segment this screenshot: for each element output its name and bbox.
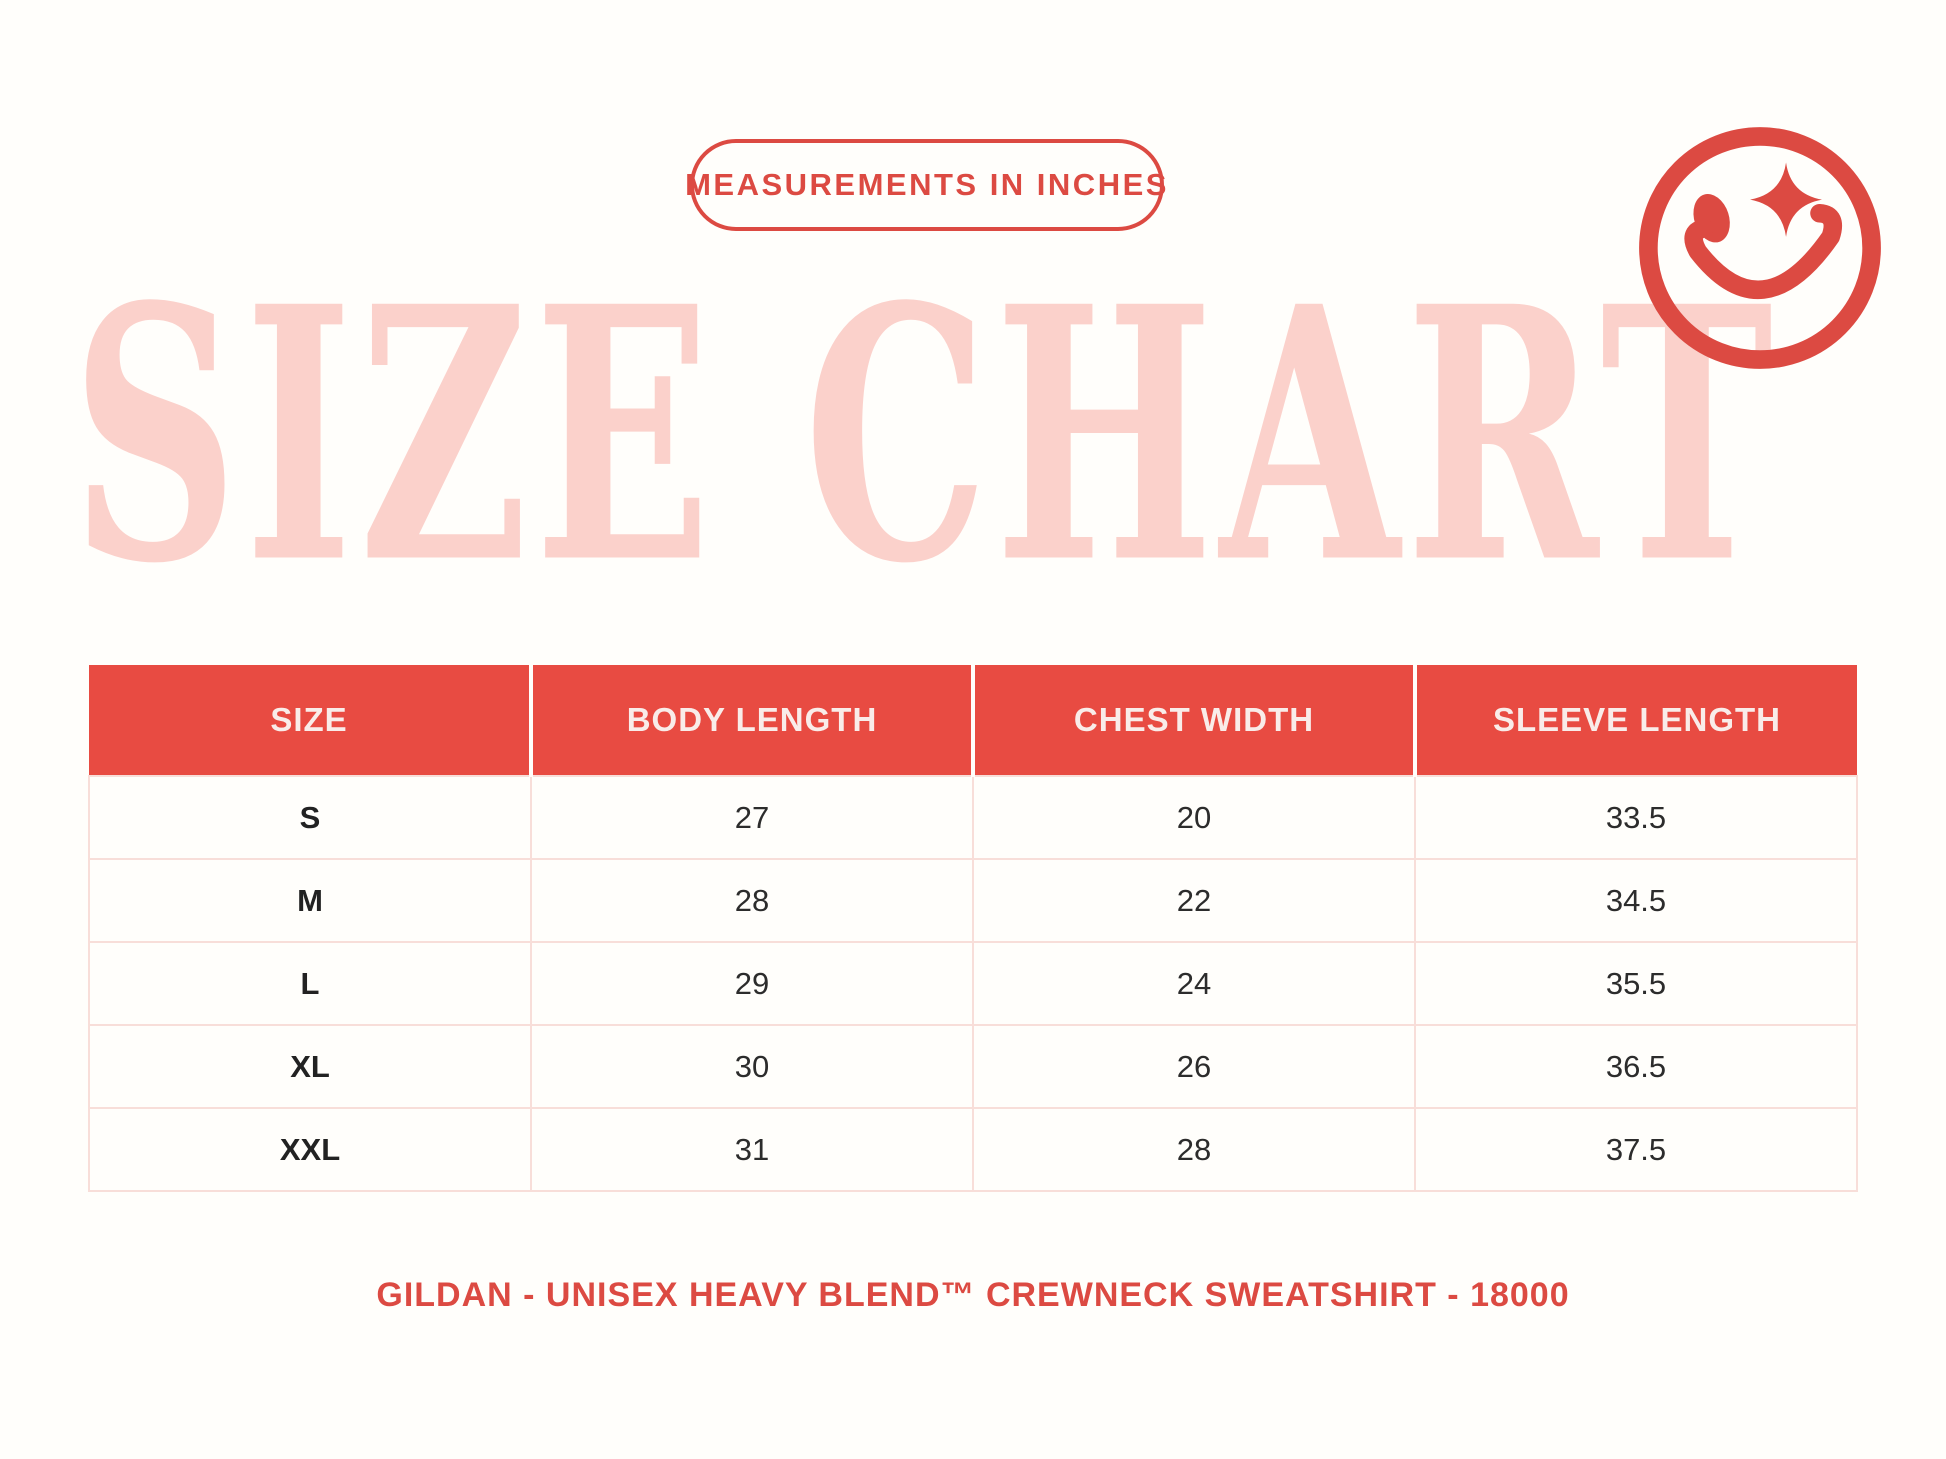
size-cell: S	[88, 775, 532, 860]
table-row: S 27 20 33.5	[88, 775, 1858, 860]
smiley-mouth	[1684, 203, 1843, 299]
table-row: M 28 22 34.5	[88, 858, 1858, 943]
page-title: SIZE CHART	[70, 230, 1780, 640]
table-row: XL 30 26 36.5	[88, 1024, 1858, 1109]
measurement-cell: 30	[530, 1024, 974, 1109]
measurements-badge-label: MEASUREMENTS IN INCHES	[685, 167, 1169, 202]
column-header-sleeve-length: SLEEVE LENGTH	[1413, 665, 1857, 776]
measurement-cell: 29	[530, 941, 974, 1026]
smiley-wink-icon	[1636, 124, 1884, 372]
measurement-cell: 28	[972, 1107, 1416, 1192]
size-cell: XXL	[88, 1107, 532, 1192]
size-cell: XL	[88, 1024, 532, 1109]
table-row: L 29 24 35.5	[88, 941, 1858, 1026]
measurement-cell: 35.5	[1414, 941, 1858, 1026]
size-cell: M	[88, 858, 532, 943]
measurement-cell: 36.5	[1414, 1024, 1858, 1109]
column-header-size: SIZE	[89, 665, 531, 776]
measurement-cell: 24	[972, 941, 1416, 1026]
column-header-body-length: BODY LENGTH	[529, 665, 973, 776]
measurements-badge: MEASUREMENTS IN INCHES	[685, 139, 1166, 231]
measurement-cell: 28	[530, 858, 974, 943]
measurement-cell: 33.5	[1414, 775, 1858, 860]
measurement-cell: 31	[530, 1107, 974, 1192]
measurement-cell: 22	[972, 858, 1416, 943]
size-table: SIZE BODY LENGTH CHEST WIDTH SLEEVE LENGTH …	[88, 665, 1858, 1192]
table-row: XXL 31 28 37.5	[88, 1107, 1858, 1192]
measurement-cell: 34.5	[1414, 858, 1858, 943]
size-table-body: S 27 20 33.5 M 28 22 34.5 L 29 24 35.5 XL 30 26 36.5 XXL…	[88, 775, 1858, 1192]
size-table-header: SIZE BODY LENGTH CHEST WIDTH SLEEVE LENGTH	[89, 665, 1857, 776]
measurement-cell: 27	[530, 775, 974, 860]
measurement-cell: 37.5	[1414, 1107, 1858, 1192]
measurement-cell: 26	[972, 1024, 1416, 1109]
size-cell: L	[88, 941, 532, 1026]
smiley-sparkle-eye	[1750, 162, 1822, 237]
size-table-header-row: SIZE BODY LENGTH CHEST WIDTH SLEEVE LENGTH	[89, 665, 1857, 776]
product-name-caption: GILDAN - UNISEX HEAVY BLEND™ CREWNECK SW…	[376, 1276, 1570, 1314]
column-header-chest-width: CHEST WIDTH	[971, 665, 1415, 776]
smiley-outline-circle	[1639, 127, 1881, 369]
measurement-cell: 20	[972, 775, 1416, 860]
